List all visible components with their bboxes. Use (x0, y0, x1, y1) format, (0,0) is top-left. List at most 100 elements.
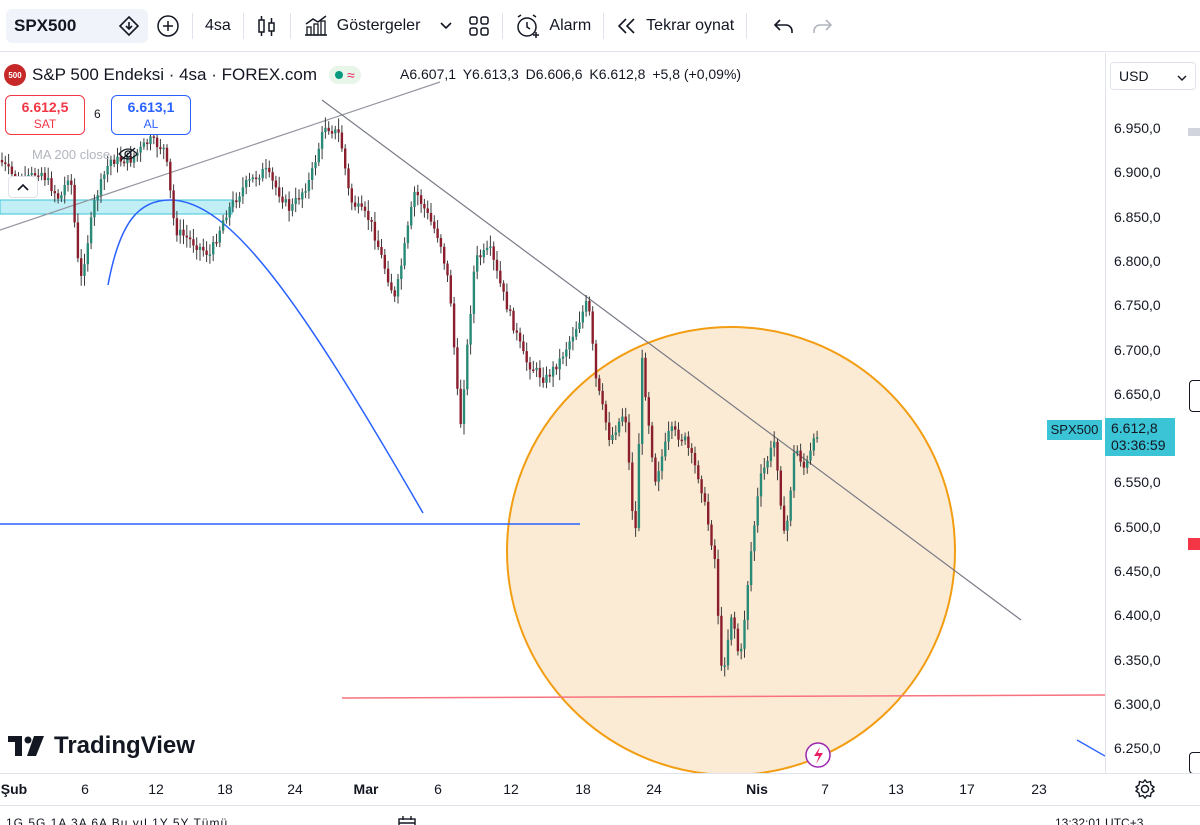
support-line[interactable] (341, 694, 1105, 699)
chart-type-button[interactable] (248, 8, 286, 44)
buy-price: 6.613,1 (127, 99, 175, 115)
scale-edge-handle[interactable] (1189, 752, 1200, 774)
candle-body (294, 198, 297, 205)
candle-body (637, 443, 641, 529)
candle-body (218, 230, 221, 243)
divider (746, 12, 748, 39)
eye-off-icon[interactable] (117, 147, 138, 164)
candle-body (792, 452, 796, 491)
replay-button[interactable]: Tekrar oynat (608, 8, 742, 44)
candle-body (291, 204, 294, 211)
candle-body (456, 347, 459, 389)
candle-body (479, 255, 482, 258)
candle-body (179, 229, 182, 236)
candle-body (502, 283, 505, 292)
candle-body (551, 366, 555, 377)
scale-edge-marker (1188, 538, 1200, 550)
candle-body (476, 255, 479, 272)
legend-title[interactable]: S&P 500 Endeksi · 4sa · FOREX.com (32, 65, 318, 84)
candle-body (139, 146, 142, 153)
candle-body (571, 336, 575, 342)
price-scale[interactable] (1105, 53, 1200, 773)
ma-indicator-label[interactable]: MA 200 close (32, 147, 138, 164)
alarm-button[interactable]: Alarm (507, 8, 599, 44)
candle-body (73, 184, 76, 223)
collapse-legend-button[interactable] (8, 176, 38, 198)
candle-body (713, 545, 716, 560)
indicators-button[interactable]: Göstergeler (295, 8, 461, 44)
lightning-icon[interactable] (805, 742, 831, 768)
candle-body (773, 441, 776, 448)
candle-body (565, 349, 568, 357)
candles-group (0, 117, 819, 677)
time-axis-label: 6 (81, 781, 89, 797)
candle-body (254, 177, 258, 180)
candle-body (241, 187, 245, 197)
spread-value: 6 (94, 107, 101, 121)
candle-body (129, 155, 132, 163)
highlight-circle[interactable] (506, 326, 956, 773)
redo-button[interactable] (803, 8, 841, 44)
candle-body (380, 246, 383, 255)
currency-label: USD (1119, 68, 1149, 84)
candle-body (419, 195, 423, 204)
candle-body (482, 250, 485, 258)
time-axis-label: 24 (646, 781, 662, 797)
candle-body (733, 617, 736, 629)
candle-body (182, 229, 185, 236)
candle-body (37, 175, 40, 177)
candle-body (522, 341, 525, 352)
layout-button[interactable] (460, 8, 498, 44)
candle-body (159, 147, 162, 150)
undo-button[interactable] (765, 8, 803, 44)
candle-body (50, 178, 53, 192)
candle-body (307, 180, 311, 192)
candle-body (122, 161, 126, 164)
candle-body (802, 461, 806, 468)
candle-body (258, 178, 261, 180)
price-chart[interactable] (0, 53, 1105, 773)
price-axis-label: 6.650,0 (1114, 385, 1161, 402)
candle-body (261, 168, 264, 179)
brand-name: TradingView (54, 732, 195, 759)
chart-pane[interactable] (0, 53, 1105, 773)
bottom-bar: 1G 5G 1A 3A 6A Bu yıl 1Y 5Y Tümü 13:32:0… (0, 805, 1200, 825)
candle-body (297, 198, 301, 200)
candle-body (149, 136, 152, 145)
candle-body (670, 426, 674, 432)
descending-trendline[interactable] (321, 99, 1022, 621)
price-axis-label: 6.700,0 (1114, 341, 1161, 358)
divider (192, 12, 193, 39)
candle-body (103, 174, 106, 180)
buy-button[interactable]: 6.613,1 AL (111, 95, 191, 135)
gear-icon[interactable] (1134, 778, 1156, 805)
clock-readout[interactable]: 13:32:01 UTC+3 (1055, 816, 1144, 825)
candle-body (383, 254, 386, 269)
redo-icon (811, 17, 833, 35)
calendar-icon[interactable] (397, 816, 417, 825)
diamond-down-icon[interactable] (118, 15, 140, 37)
candle-body (716, 559, 720, 616)
symbol-search[interactable]: SPX500 (6, 8, 148, 43)
candle-body (657, 471, 660, 482)
price-axis-label: 6.250,0 (1114, 740, 1161, 757)
sell-button[interactable]: 6.612,5 SAT (5, 95, 85, 135)
candle-body (796, 450, 799, 453)
price-axis-label: 6.950,0 (1114, 120, 1161, 136)
interval-button[interactable]: 4sa (197, 8, 239, 44)
candle-body (413, 191, 416, 208)
ohlc-values: A6.607,1 Y6.613,3 D6.606,6 K6.612,8 +5,8… (400, 66, 744, 82)
add-symbol-button[interactable] (148, 8, 188, 44)
indicators-label: Göstergeler (336, 16, 421, 34)
price-axis-label: 6.400,0 (1114, 607, 1161, 624)
currency-select[interactable]: USD (1110, 62, 1196, 90)
range-buttons[interactable]: 1G 5G 1A 3A 6A Bu yıl 1Y 5Y Tümü (6, 816, 229, 825)
time-scale[interactable] (0, 773, 1200, 805)
ascending-trendline[interactable] (0, 81, 441, 231)
scale-edge-handle[interactable] (1189, 380, 1200, 412)
candle-body (624, 416, 627, 423)
candle-body (469, 313, 472, 345)
candle-body (459, 388, 462, 425)
candle-body (377, 240, 380, 247)
time-axis-label: 6 (434, 781, 442, 797)
